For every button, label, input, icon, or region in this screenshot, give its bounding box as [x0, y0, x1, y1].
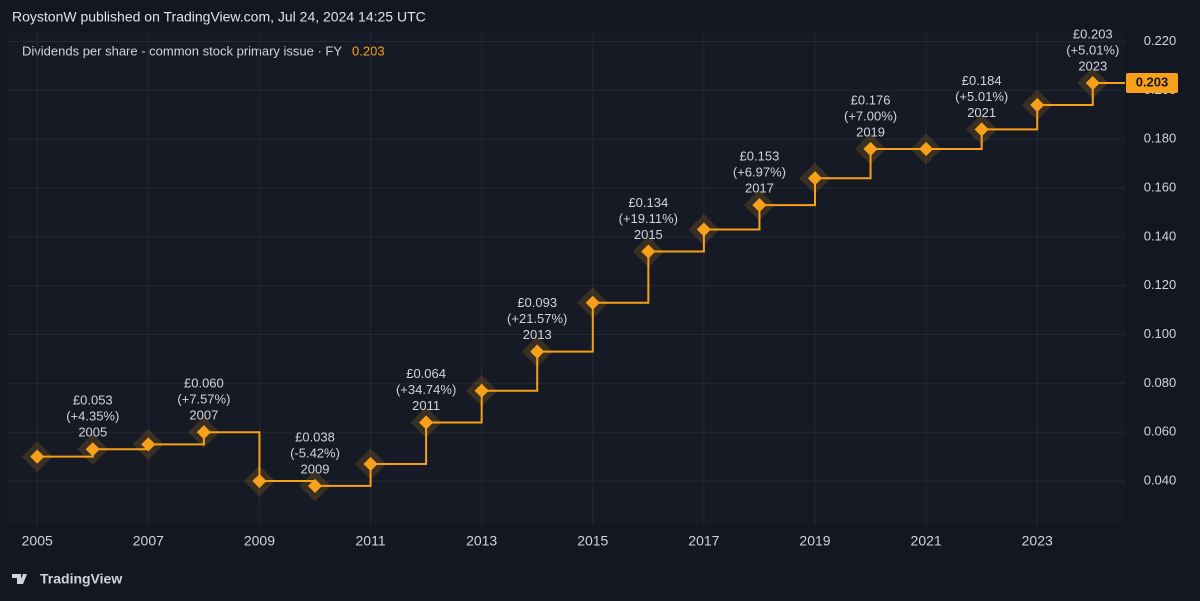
- point: [919, 141, 934, 157]
- annotation-year: 2015: [634, 227, 663, 242]
- x-tick-label: 2023: [1022, 533, 1053, 549]
- point: [974, 122, 989, 137]
- annotation-value: £0.060: [184, 376, 224, 391]
- plot-area: [8, 33, 1125, 525]
- x-tick-label: 2019: [799, 533, 830, 549]
- point: [696, 222, 711, 237]
- step-segment: [981, 105, 1039, 131]
- annotation-year: 2005: [78, 425, 107, 440]
- step-segment: [426, 390, 483, 424]
- point: [530, 344, 545, 359]
- point: [752, 198, 767, 213]
- x-tick-label: 2009: [244, 533, 275, 549]
- point: [1030, 97, 1045, 113]
- legend: Dividends per share - common stock prima…: [22, 43, 342, 58]
- annotation-change: (+21.57%): [507, 311, 567, 326]
- y-tick-label: 0.140: [1144, 228, 1177, 243]
- point: [252, 473, 267, 489]
- x-tick-label: 2011: [356, 533, 386, 549]
- annotation-value: £0.203: [1073, 26, 1113, 41]
- step-segment: [481, 351, 539, 392]
- annotation-year: 2009: [301, 461, 330, 476]
- footer-brand: TradingView: [40, 571, 122, 587]
- annotation-year: 2019: [856, 124, 885, 139]
- annotation-year: 2021: [967, 105, 996, 120]
- y-tick-label: 0.060: [1144, 424, 1177, 439]
- annotation-change: (+34.74%): [396, 382, 456, 397]
- legend-value: 0.203: [352, 43, 385, 58]
- annotation-value: £0.134: [628, 195, 668, 210]
- point: [30, 449, 45, 464]
- annotation-change: (+4.35%): [66, 409, 119, 424]
- step-segment: [815, 148, 872, 180]
- annotation-change: (+19.11%): [619, 211, 678, 226]
- point: [307, 478, 323, 494]
- annotation-value: £0.038: [295, 429, 335, 444]
- annotation-change: (+6.97%): [733, 165, 786, 180]
- step-segment: [648, 229, 705, 253]
- annotation-value: £0.153: [740, 149, 780, 164]
- point: [1085, 75, 1100, 91]
- step-segment: [315, 463, 372, 487]
- step-segment: [1037, 83, 1094, 106]
- annotation-change: (+5.01%): [955, 89, 1008, 104]
- y-tick-label: 0.180: [1144, 131, 1177, 146]
- x-tick-label: 2017: [688, 533, 719, 549]
- point: [85, 442, 100, 457]
- x-tick-label: 2015: [577, 533, 608, 549]
- point: [363, 456, 378, 472]
- annotation-value: £0.184: [962, 73, 1002, 88]
- step-segment: [703, 205, 761, 231]
- y-tick-label: 0.160: [1144, 179, 1177, 194]
- step-segment: [537, 302, 594, 353]
- y-tick-label: 0.040: [1144, 472, 1177, 487]
- x-tick-label: 2021: [911, 533, 942, 549]
- annotation-year: 2017: [745, 181, 774, 196]
- x-tick-label: 2013: [466, 533, 497, 549]
- publish-header: RoystonW published on TradingView.com, J…: [12, 9, 426, 25]
- annotation-change: (+5.01%): [1066, 42, 1119, 57]
- y-tick-label: 0.080: [1144, 375, 1177, 390]
- annotation-year: 2007: [189, 408, 218, 423]
- annotation-change: (+7.00%): [844, 108, 897, 123]
- annotation-value: £0.176: [851, 92, 891, 107]
- point: [585, 295, 600, 310]
- y-tick-label: 0.120: [1144, 277, 1177, 292]
- y-tick-label: 0.220: [1144, 33, 1177, 48]
- x-tick-label: 2005: [22, 533, 53, 549]
- y-tick-label: 0.100: [1144, 326, 1177, 341]
- point: [807, 171, 823, 186]
- annotation-value: £0.093: [517, 295, 557, 310]
- annotation-value: £0.053: [73, 393, 113, 408]
- step-segment: [759, 178, 816, 207]
- point: [474, 383, 489, 398]
- annotation-year: 2023: [1078, 58, 1107, 73]
- annotation-change: (+7.57%): [177, 392, 230, 407]
- last-value-label: 0.203: [1136, 74, 1169, 89]
- step-segment: [592, 251, 650, 304]
- point: [419, 415, 434, 430]
- annotation-value: £0.064: [406, 366, 446, 381]
- point: [863, 141, 878, 157]
- logo: [12, 574, 27, 584]
- point: [141, 437, 156, 452]
- step-segment: [370, 422, 428, 465]
- last-value-tag: [1126, 73, 1178, 94]
- step-segment: [203, 431, 261, 482]
- point: [196, 425, 211, 440]
- annotation-year: 2011: [412, 398, 440, 413]
- x-tick-label: 2007: [133, 533, 164, 549]
- annotation-change: (-5.42%): [290, 445, 340, 460]
- annotation-year: 2013: [523, 327, 552, 342]
- point: [641, 244, 656, 259]
